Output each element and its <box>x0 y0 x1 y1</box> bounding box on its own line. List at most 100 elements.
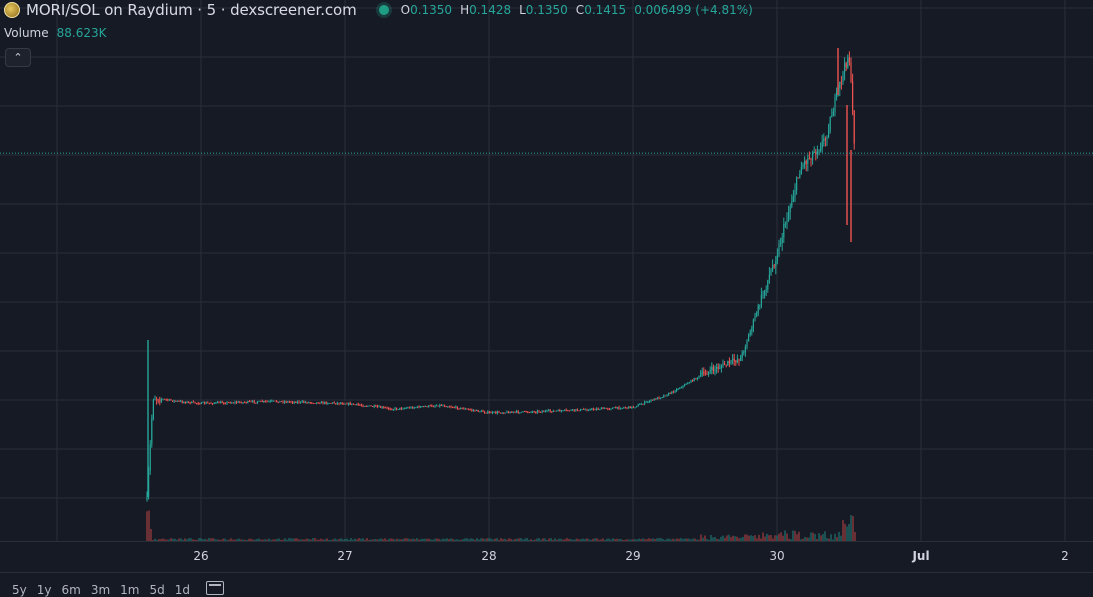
volume-bar <box>726 535 728 541</box>
calendar-icon[interactable] <box>206 581 225 595</box>
candle-body <box>245 402 247 404</box>
candle-body <box>805 161 807 164</box>
candle-body <box>604 407 606 409</box>
volume-bar <box>652 538 654 541</box>
volume-bar <box>152 539 154 541</box>
volume-bar <box>800 539 802 541</box>
ohlc-close-value: 0.1415 <box>584 3 627 17</box>
range-3m-button[interactable]: 3m <box>90 583 111 597</box>
volume-bar <box>182 539 184 541</box>
candle-body <box>797 177 799 179</box>
volume-bar <box>668 538 670 541</box>
range-1d-button[interactable]: 1d <box>174 583 191 597</box>
candle-body <box>485 412 487 414</box>
x-tick: 30 <box>769 549 785 563</box>
candle-body <box>469 409 471 411</box>
price-chart[interactable] <box>0 0 1093 541</box>
candle-body <box>786 220 788 225</box>
candle-body <box>445 406 447 408</box>
volume-bar <box>204 538 206 541</box>
volume-bar <box>426 538 428 541</box>
volume-bar <box>484 539 486 541</box>
candle-body <box>167 399 169 401</box>
volume-bar <box>512 539 514 541</box>
range-5y-button[interactable]: 5y <box>12 583 27 597</box>
candle-body <box>282 401 284 403</box>
candle-body <box>824 138 826 140</box>
volume-bar <box>146 511 148 541</box>
candle-body <box>456 406 458 409</box>
candle-body <box>205 402 207 404</box>
candle-body <box>688 382 690 384</box>
volume-bar <box>216 539 218 541</box>
candle-body <box>341 403 343 404</box>
volume-bar <box>534 539 536 541</box>
candle-body <box>586 409 588 411</box>
volume-bar <box>480 538 482 541</box>
volume-bar <box>846 526 848 541</box>
candle-body <box>271 400 273 402</box>
candle-body <box>232 402 234 404</box>
candle-body <box>159 400 161 402</box>
volume-bar <box>820 535 822 541</box>
range-1y-button[interactable]: 1y <box>36 583 52 597</box>
volume-bar <box>404 538 406 541</box>
volume-bar <box>278 538 280 541</box>
candle-body <box>208 402 210 404</box>
candle-body <box>530 411 532 413</box>
candle-body <box>524 411 526 412</box>
candle-body <box>653 398 655 400</box>
candle-body <box>319 403 321 405</box>
market-status-icon[interactable] <box>378 5 389 15</box>
candle-body <box>756 313 758 316</box>
range-6m-button[interactable]: 6m <box>61 583 81 597</box>
candle-body <box>618 407 620 409</box>
volume-bar <box>482 538 484 541</box>
volume-bar <box>530 539 532 541</box>
volume-bar <box>304 539 306 541</box>
candle-body <box>815 152 817 154</box>
candle-body <box>328 403 330 404</box>
range-1m-button[interactable]: 1m <box>120 583 140 597</box>
candle-body <box>535 412 537 414</box>
candle-body <box>770 269 772 275</box>
candle-body <box>194 401 196 404</box>
volume-bar <box>540 539 542 541</box>
time-axis[interactable]: 26 27 28 29 30 Jul 2 <box>0 541 1093 572</box>
candle-body <box>172 400 174 402</box>
volume-bar <box>440 539 442 541</box>
chart-area[interactable] <box>0 0 1093 541</box>
candle-body <box>274 400 276 402</box>
candle-body <box>730 360 732 364</box>
candle-body <box>821 141 823 149</box>
candle-body <box>552 410 554 412</box>
candle-body <box>778 243 780 256</box>
candle-body <box>509 412 511 414</box>
candle-body <box>703 371 705 373</box>
candle-body <box>626 407 628 409</box>
candle-body <box>308 402 310 404</box>
candle-body <box>584 409 586 411</box>
candle-body <box>560 410 562 412</box>
candle-body <box>460 407 462 409</box>
candle-body <box>631 406 633 409</box>
candle-body <box>554 410 556 412</box>
volume-bar <box>722 535 724 541</box>
volume-bar <box>316 539 318 541</box>
volume-bar <box>472 538 474 541</box>
volume-bar <box>566 538 568 541</box>
volume-bar <box>742 536 744 541</box>
candle-body <box>256 402 258 403</box>
volume-bar <box>158 539 160 541</box>
range-5d-button[interactable]: 5d <box>149 583 165 597</box>
candle-body <box>716 366 718 369</box>
volume-bar <box>358 538 360 541</box>
volume-bar <box>386 539 388 541</box>
candle-body <box>236 402 238 403</box>
collapse-legend-button[interactable]: ⌃ <box>5 48 31 67</box>
volume-bar <box>772 538 774 541</box>
volume-bar <box>410 539 412 541</box>
volume-bar <box>674 539 676 541</box>
candle-body <box>620 408 622 410</box>
volume-bar <box>180 538 182 541</box>
